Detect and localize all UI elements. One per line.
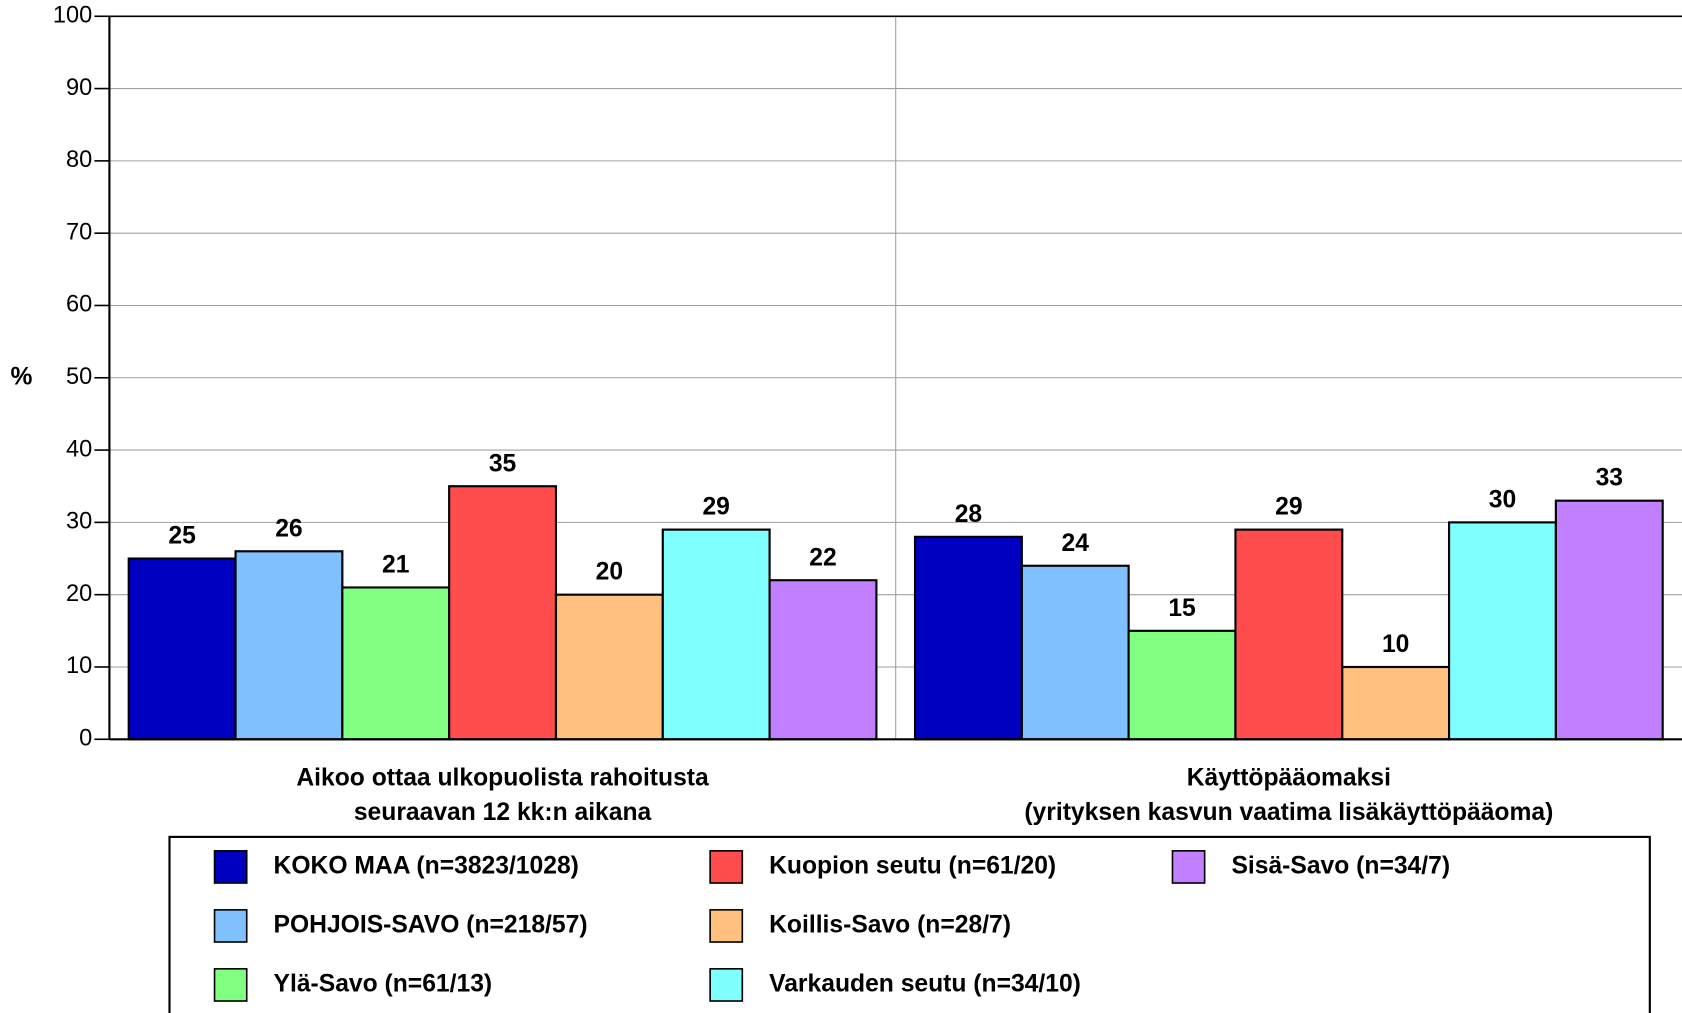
bar [1127,629,1237,741]
data-label: 28 [955,501,982,528]
x-tick-label: Käyttöpääomaksi [1187,764,1391,791]
y-tick-label: 50 [66,363,92,389]
data-label: 24 [1062,530,1090,557]
legend-box [168,835,1651,1013]
y-tick-label: 90 [66,74,92,100]
legend-swatch [709,968,744,1002]
bar [1234,528,1344,741]
data-label: 22 [809,544,836,571]
y-axis-label: % [10,363,32,390]
data-label: 20 [596,559,623,586]
bar [341,586,451,741]
legend-label: Koillis-Savo (n=28/7) [769,911,1011,938]
data-label: 29 [702,494,729,521]
x-tick-label: seuraavan 12 kk:n aikana [354,799,652,826]
legend-swatch [709,850,744,884]
data-label: 33 [1596,465,1623,492]
y-tick-label: 100 [53,2,92,28]
y-tick-label: 30 [66,508,92,534]
bar [1554,499,1664,741]
data-label: 30 [1489,486,1516,513]
y-tick-label: 40 [66,435,92,461]
data-label: 25 [168,523,196,550]
bar [1447,521,1557,741]
data-label: 29 [1275,494,1302,521]
y-tick-label: 20 [66,580,92,606]
data-label: 10 [1382,631,1409,658]
x-tick-label: Aikoo ottaa ulkopuolista rahoitusta [296,764,709,791]
bar [768,579,878,741]
bar [913,535,1023,741]
x-tick-label: (yrityksen kasvun vaatima lisäkäyttöpääo… [1024,799,1553,826]
data-label: 15 [1168,595,1196,622]
bar [448,485,558,741]
data-label: 26 [275,515,302,542]
y-tick-label: 10 [66,652,92,678]
legend-label: POHJOIS-SAVO (n=218/57) [274,911,588,938]
bar [234,550,344,741]
legend-swatch [709,909,744,943]
bar [554,593,664,741]
bar [1020,564,1130,741]
legend-swatch [213,909,248,943]
legend-swatch [213,850,248,884]
bar [127,557,237,741]
legend-label: KOKO MAA (n=3823/1028) [274,852,579,879]
legend-label: Kuopion seutu (n=61/20) [769,852,1056,879]
legend-swatch [1171,850,1206,884]
legend-label: Varkauden seutu (n=34/10) [769,970,1081,997]
y-tick-label: 70 [66,218,92,244]
bar [1341,665,1451,741]
data-label: 35 [489,450,517,477]
legend-label: Sisä-Savo (n=34/7) [1231,852,1450,879]
y-tick-label: 0 [79,725,92,751]
y-tick-label: 80 [66,146,92,172]
y-tick-label: 60 [66,291,92,317]
data-label: 21 [382,552,410,579]
bar [661,528,771,741]
legend-swatch [213,968,248,1002]
legend-label: Ylä-Savo (n=61/13) [274,970,493,997]
